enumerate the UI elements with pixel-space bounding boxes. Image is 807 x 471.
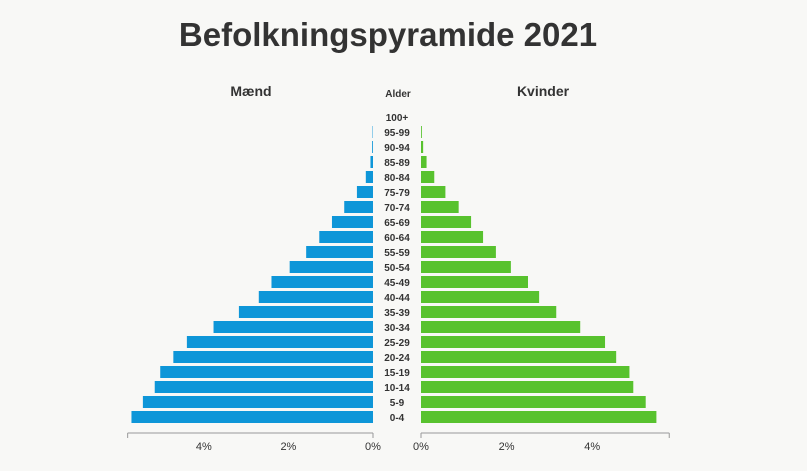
- women-tick-label: 4%: [584, 441, 600, 453]
- age-labels: 100+ 95-99 90-94 85-89 80-84 75-79 70-74 65-69 6…: [384, 113, 410, 424]
- men-bar-40-44: [258, 291, 373, 303]
- age-label-55-59: 55-59: [384, 248, 410, 259]
- women-bar-25-29: [421, 336, 606, 348]
- age-label-50-54: 50-54: [384, 263, 410, 274]
- men-tick-label: 0%: [365, 441, 381, 453]
- age-label-20-24: 20-24: [384, 353, 410, 364]
- age-label-35-39: 35-39: [384, 308, 410, 319]
- women-bar-80-84: [421, 171, 435, 183]
- men-bar-5-9: [142, 396, 373, 408]
- women-bar-70-74: [421, 201, 459, 213]
- age-label-30-34: 30-34: [384, 323, 410, 334]
- age-header: Alder: [385, 89, 411, 100]
- age-label-0-4: 0-4: [390, 413, 405, 424]
- women-bar-0-4: [421, 411, 657, 423]
- women-bar-45-49: [421, 276, 528, 288]
- women-bar-75-79: [421, 186, 446, 198]
- women-bar-85-89: [421, 156, 427, 168]
- men-bar-45-49: [271, 276, 373, 288]
- women-bar-30-34: [421, 321, 581, 333]
- men-bar-75-79: [356, 186, 373, 198]
- men-bar-10-14: [154, 381, 373, 393]
- women-axis: 0% 2% 4%: [413, 432, 670, 453]
- men-bar-65-69: [331, 216, 373, 228]
- age-label-90-94: 90-94: [384, 143, 410, 154]
- men-bar-50-54: [289, 261, 373, 273]
- men-bar-90-94: [372, 141, 373, 153]
- age-label-25-29: 25-29: [384, 338, 410, 349]
- age-label-70-74: 70-74: [384, 203, 410, 214]
- age-label-15-19: 15-19: [384, 368, 410, 379]
- age-label-100+: 100+: [386, 113, 409, 124]
- women-bar-10-14: [421, 381, 634, 393]
- women-bar-20-24: [421, 351, 617, 363]
- men-bar-70-74: [344, 201, 373, 213]
- women-bar-5-9: [421, 396, 646, 408]
- men-bar-60-64: [319, 231, 373, 243]
- age-label-80-84: 80-84: [384, 173, 410, 184]
- age-label-75-79: 75-79: [384, 188, 410, 199]
- men-tick-label: 2%: [280, 441, 296, 453]
- women-bar-60-64: [421, 231, 484, 243]
- men-bar-35-39: [238, 306, 373, 318]
- women-bar-40-44: [421, 291, 540, 303]
- age-label-45-49: 45-49: [384, 278, 410, 289]
- men-bar-80-84: [365, 171, 373, 183]
- men-bar-15-19: [160, 366, 373, 378]
- men-tick-label: 4%: [196, 441, 212, 453]
- men-axis: 0% 2% 4%: [127, 432, 381, 453]
- women-bar-35-39: [421, 306, 557, 318]
- men-bar-0-4: [131, 411, 373, 423]
- women-tick-label: 0%: [413, 441, 429, 453]
- women-bar-15-19: [421, 366, 630, 378]
- men-bars: [131, 126, 373, 423]
- women-bar-50-54: [421, 261, 511, 273]
- age-label-85-89: 85-89: [384, 158, 410, 169]
- age-label-60-64: 60-64: [384, 233, 410, 244]
- age-label-5-9: 5-9: [390, 398, 405, 409]
- age-label-10-14: 10-14: [384, 383, 410, 394]
- women-bar-55-59: [421, 246, 496, 258]
- men-bar-25-29: [186, 336, 373, 348]
- women-tick-label: 2%: [499, 441, 515, 453]
- men-header: Mænd: [230, 83, 271, 99]
- men-bar-55-59: [306, 246, 373, 258]
- chart-title: Befolkningspyramide 2021: [179, 16, 597, 53]
- men-bar-85-89: [370, 156, 373, 168]
- women-bar-90-94: [421, 141, 424, 153]
- women-bar-65-69: [421, 216, 472, 228]
- men-bar-30-34: [213, 321, 373, 333]
- age-label-95-99: 95-99: [384, 128, 410, 139]
- women-header: Kvinder: [517, 83, 570, 99]
- women-bar-95-99: [421, 126, 422, 138]
- men-bar-20-24: [173, 351, 373, 363]
- age-label-40-44: 40-44: [384, 293, 410, 304]
- age-label-65-69: 65-69: [384, 218, 410, 229]
- women-bars: [421, 126, 657, 423]
